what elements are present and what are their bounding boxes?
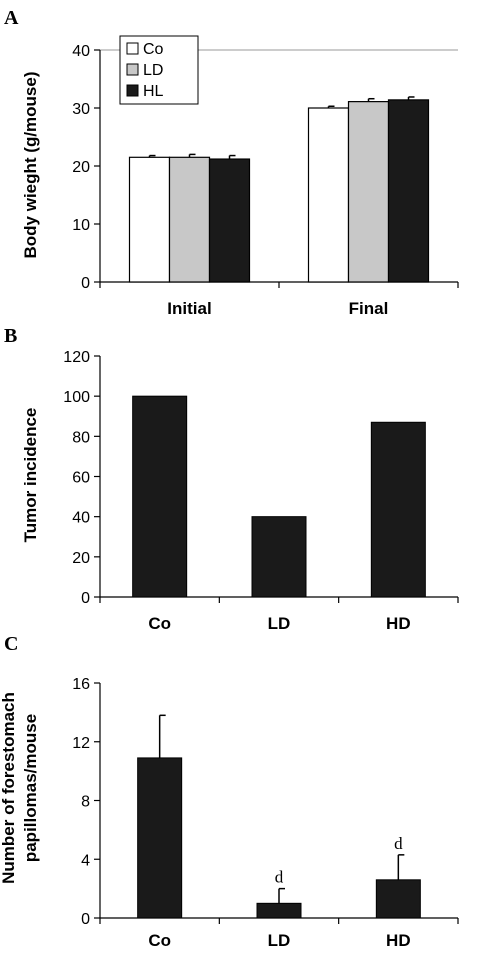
panel-c-y-tick-label: 4 <box>81 852 90 869</box>
panel-b-y-tick-label: 60 <box>72 470 90 487</box>
panel-a-legend-label: LD <box>143 62 163 79</box>
panel-b-y-tick-label: 20 <box>72 550 90 567</box>
panel-b-letter: B <box>4 325 17 347</box>
panel-c-significance-label: d <box>394 834 403 853</box>
panel-a-legend: Co LD HL <box>119 35 199 105</box>
panel-b-y-axis-label: Tumor incidence <box>21 408 40 543</box>
panel-a-y-tick-label: 10 <box>72 217 90 234</box>
panel-b: B Tumor incidence 0 20 40 60 80 100 120 Co LD HD <box>4 325 459 633</box>
panel-a-bar <box>128 156 171 283</box>
panel-c-y-tick-label: 0 <box>81 911 90 928</box>
panel-b-y-tick-label: 40 <box>72 510 90 527</box>
panel-a-bar <box>307 107 350 283</box>
panel-c-bar <box>256 902 302 919</box>
panel-a-legend-swatch <box>126 63 139 76</box>
panel-a-x-tick-label: Initial <box>167 299 211 318</box>
panel-a-bar <box>347 101 390 283</box>
panel-a-x-tick-label: Final <box>349 299 389 318</box>
panel-c-significance-label: d <box>275 868 284 887</box>
panel-a-legend-label: Co <box>143 41 164 58</box>
panel-c-x-tick-label: HD <box>386 931 411 950</box>
panel-c-y-tick-label: 8 <box>81 794 90 811</box>
panel-b-y-tick-label: 80 <box>72 429 90 446</box>
panel-c-y-axis-label-line-1: Number of forestomach <box>0 692 18 884</box>
panel-b-y-tick-label: 100 <box>63 389 90 406</box>
panel-b-plot-area: 0 20 40 60 80 100 120 Co LD HD <box>63 349 459 633</box>
panel-a-bar <box>168 156 211 283</box>
panel-c-y-axis-label-line-2: papillomas/mouse <box>21 714 40 862</box>
panel-a-letter: A <box>4 7 19 29</box>
panel-b-bar <box>370 421 426 598</box>
panel-b-y-tick-label: 120 <box>63 349 90 366</box>
panel-a-legend-label: HL <box>143 83 164 100</box>
panel-a-plot-area: 0 10 20 30 40 Initial Final <box>72 43 459 318</box>
panel-b-bar <box>132 395 188 598</box>
panel-c-bar <box>375 879 421 919</box>
panel-a-bar <box>208 158 251 283</box>
panel-c-plot-area: 0 4 8 12 16 Co d LD d HD <box>72 676 459 950</box>
panel-a-y-tick-label: 20 <box>72 159 90 176</box>
panel-a-bar <box>387 99 430 283</box>
panel-c-y-tick-label: 12 <box>72 735 90 752</box>
panel-c-x-tick-label: Co <box>148 931 171 950</box>
panel-b-bar <box>251 516 307 598</box>
panel-b-x-tick-label: HD <box>386 614 411 633</box>
panel-c-x-tick-label: LD <box>268 931 291 950</box>
panel-b-y-tick-label: 0 <box>81 590 90 607</box>
panel-b-x-tick-label: LD <box>268 614 291 633</box>
panel-b-x-tick-label: Co <box>148 614 171 633</box>
panel-a: A Body wieght (g/mouse) 0 10 20 30 40 Initial… <box>4 7 459 318</box>
panel-a-y-tick-label: 0 <box>81 275 90 292</box>
panel-a-y-tick-label: 30 <box>72 101 90 118</box>
panel-c: C Number of forestomach papillomas/mouse… <box>0 633 459 950</box>
panel-a-legend-swatch <box>126 84 139 97</box>
panel-c-bar <box>137 757 183 919</box>
panel-a-legend-swatch <box>126 42 139 55</box>
panel-a-y-axis-label: Body wieght (g/mouse) <box>21 72 40 259</box>
panel-c-letter: C <box>4 633 18 655</box>
panel-c-y-tick-label: 16 <box>72 676 90 693</box>
panel-a-y-tick-label: 40 <box>72 43 90 60</box>
